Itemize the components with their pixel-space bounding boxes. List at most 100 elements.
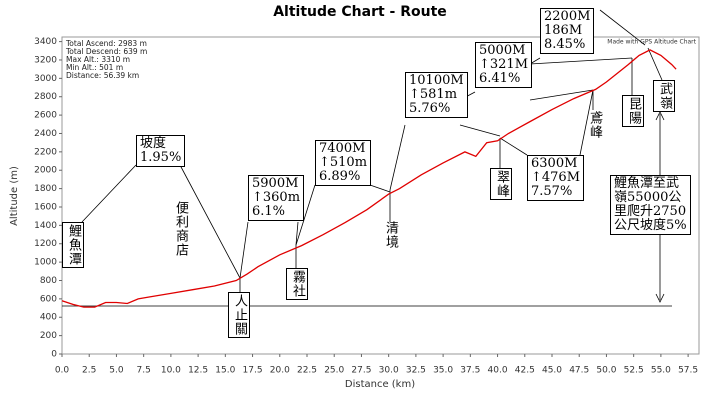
- annotation-line: ↑476M: [531, 170, 581, 185]
- y-tick-label: 1000: [34, 258, 57, 268]
- annotation-line: 翠峰: [494, 170, 509, 198]
- connector: [295, 184, 391, 246]
- annotation: 清境: [380, 220, 400, 250]
- annotation-line: 里爬升2750: [614, 204, 687, 219]
- annotation-line: 鯉魚潭: [66, 224, 81, 266]
- annotation-line: 5900M: [252, 176, 299, 191]
- y-tick-label: 1400: [34, 221, 57, 231]
- annotation-line: 便利商店: [173, 201, 188, 257]
- x-tick-label: 0.0: [55, 366, 70, 376]
- annotation: 坡度 1.95%: [136, 135, 186, 167]
- y-tick-label: 2200: [34, 147, 57, 157]
- annotation-line: 1.95%: [140, 150, 182, 165]
- connectors: [62, 9, 672, 307]
- y-axis-label: Altitude (m): [9, 166, 20, 226]
- annotation: 人止關: [228, 292, 250, 338]
- y-tick-label: 3000: [34, 74, 57, 84]
- annotation: 霧社: [286, 268, 308, 300]
- x-tick-label: 47.5: [569, 366, 589, 376]
- annotation-line: 嶺55000公: [614, 190, 682, 205]
- x-tick-label: 25.0: [324, 366, 344, 376]
- annotation: 昆陽: [622, 95, 644, 127]
- x-tick-label: 15.0: [215, 366, 235, 376]
- annotation-line: 公尺坡度5%: [614, 218, 687, 233]
- annotation: 2200M 186M 8.45%: [540, 8, 595, 54]
- annotation: 鯉魚潭: [62, 222, 84, 268]
- connector: [389, 124, 501, 191]
- annotation-line: 5.76%: [409, 101, 451, 116]
- annotation-line: ↑321M: [479, 57, 529, 72]
- x-tick-label: 5.0: [109, 366, 124, 376]
- y-tick-label: 2600: [34, 111, 57, 121]
- x-tick-label: 40.0: [488, 366, 508, 376]
- annotation-line: 6.41%: [479, 71, 521, 86]
- y-tick-label: 600: [40, 294, 57, 304]
- x-tick-label: 52.5: [624, 366, 644, 376]
- x-tick-label: 7.5: [137, 366, 151, 376]
- annotation-line: 清境: [383, 221, 398, 249]
- connector: [81, 164, 241, 279]
- y-tick-label: 1600: [34, 202, 57, 212]
- y-tick-label: 2800: [34, 92, 57, 102]
- route-stat: Max Alt.: 3310 m: [66, 55, 130, 64]
- x-tick-label: 37.5: [460, 366, 480, 376]
- x-tick-label: 17.5: [243, 366, 263, 376]
- y-tick-label: 1800: [34, 184, 57, 194]
- y-tick-label: 0: [51, 350, 57, 360]
- chart-title: Altitude Chart - Route: [273, 4, 447, 20]
- annotation: 5000M ↑321M 6.41%: [475, 42, 533, 88]
- annotation: 7400M ↑510m 6.89%: [315, 140, 372, 186]
- annotation-line: 6.1%: [252, 204, 286, 219]
- y-tick-label: 3400: [34, 37, 57, 47]
- annotation-line: 8.45%: [544, 37, 586, 52]
- y-tick-label: 2400: [34, 129, 57, 139]
- annotation-line: 7400M: [319, 141, 366, 156]
- annotation: 10100M ↑581m 5.76%: [405, 72, 468, 118]
- annotation-line: 5000M: [479, 43, 526, 58]
- annotation-line: 10100M: [409, 73, 464, 88]
- annotation-line: 6300M: [531, 156, 578, 171]
- x-tick-label: 27.5: [351, 366, 371, 376]
- annotation-line: ↑510m: [319, 155, 368, 170]
- credit: Made with GPS Altitude Chart: [607, 39, 696, 46]
- annotation: 鳶峰: [584, 110, 604, 140]
- annotation-line: 7.57%: [531, 184, 573, 199]
- route-stat: Min Alt.: 501 m: [66, 63, 123, 72]
- x-tick-label: 32.5: [406, 366, 426, 376]
- annotation-line: 鳶峰: [587, 111, 602, 139]
- y-tick-label: 1200: [34, 239, 57, 249]
- x-tick-label: 22.5: [297, 366, 317, 376]
- y-tick-label: 3200: [34, 55, 57, 65]
- y-tick-label: 800: [40, 276, 57, 286]
- annotation-line: 昆陽: [626, 97, 641, 125]
- annotation-line: 鯉魚潭至武: [614, 176, 680, 191]
- connector: [239, 221, 299, 279]
- annotation-line: 6.89%: [319, 169, 361, 184]
- annotation-line: 人止關: [232, 294, 247, 336]
- annotation-line: 霧社: [290, 270, 305, 298]
- annotation: 武嶺: [653, 80, 675, 112]
- connector: [239, 47, 663, 292]
- annotation-line: ↑360m: [252, 190, 301, 205]
- arrow-heads: [655, 111, 665, 303]
- annotation-line: ↑581m: [409, 87, 458, 102]
- annotation-line: 186M: [544, 23, 583, 38]
- annotation: 鯉魚潭至武 嶺55000公 里爬升2750 公尺坡度5%: [610, 175, 691, 235]
- x-tick-label: 20.0: [270, 366, 290, 376]
- y-tick-label: 2000: [34, 166, 57, 176]
- annotation-line: 2200M: [544, 9, 591, 24]
- x-tick-label: 30.0: [379, 366, 399, 376]
- y-tick-label: 400: [40, 313, 57, 323]
- route-stat: Total Descend: 639 m: [65, 47, 147, 56]
- x-tick-label: 57.5: [678, 366, 698, 376]
- x-tick-label: 50.0: [596, 366, 616, 376]
- x-tick-label: 42.5: [515, 366, 535, 376]
- x-tick-label: 45.0: [542, 366, 562, 376]
- annotation: 翠峰: [490, 168, 512, 200]
- annotation: 6300M ↑476M 7.57%: [527, 155, 585, 201]
- annotation-line: 坡度: [140, 136, 167, 151]
- y-tick-label: 200: [40, 331, 57, 341]
- altitude-line: [61, 49, 677, 308]
